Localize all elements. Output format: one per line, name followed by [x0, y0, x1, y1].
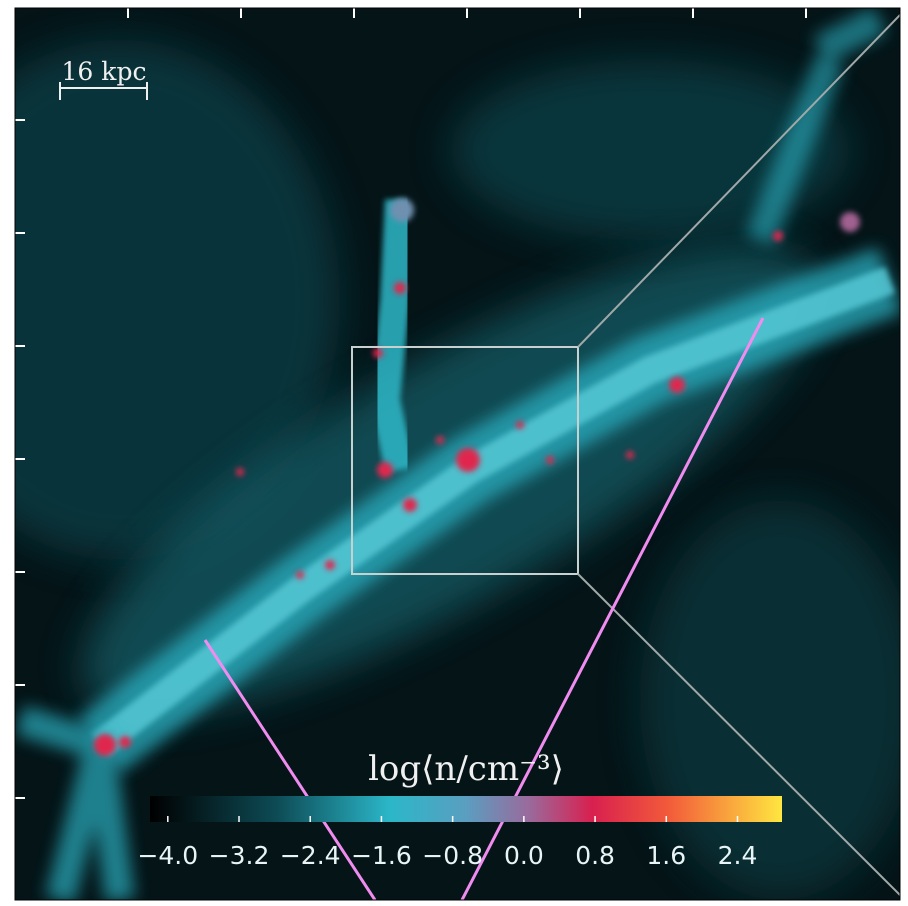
colorbar-tick-label: 2.4 [718, 841, 758, 870]
colorbar-tick-label: 0.8 [575, 841, 615, 870]
colorbar-tick-label: −3.2 [209, 841, 270, 870]
colorbar-tick-label: −4.0 [137, 841, 198, 870]
colorbar-tick-label: −2.4 [280, 841, 341, 870]
colorbar-tick-label: −0.8 [422, 841, 483, 870]
colorbar-tick-label: 1.6 [646, 841, 686, 870]
colorbar-tick-label: −1.6 [351, 841, 412, 870]
scale-bar-label: 16 kpc [62, 57, 147, 86]
colorbar-tick-label: 0.0 [504, 841, 544, 870]
simulation-image: 16 kpc log⟨n/cm⁻³⟩ [0, 8, 908, 900]
colorbar-label: log⟨n/cm⁻³⟩ [368, 749, 564, 789]
colorbar [150, 796, 782, 822]
figure: 16 kpc log⟨n/cm⁻³⟩ −4.0 −3.2 −2.4 −1.6 −0.8 0… [0, 0, 908, 906]
